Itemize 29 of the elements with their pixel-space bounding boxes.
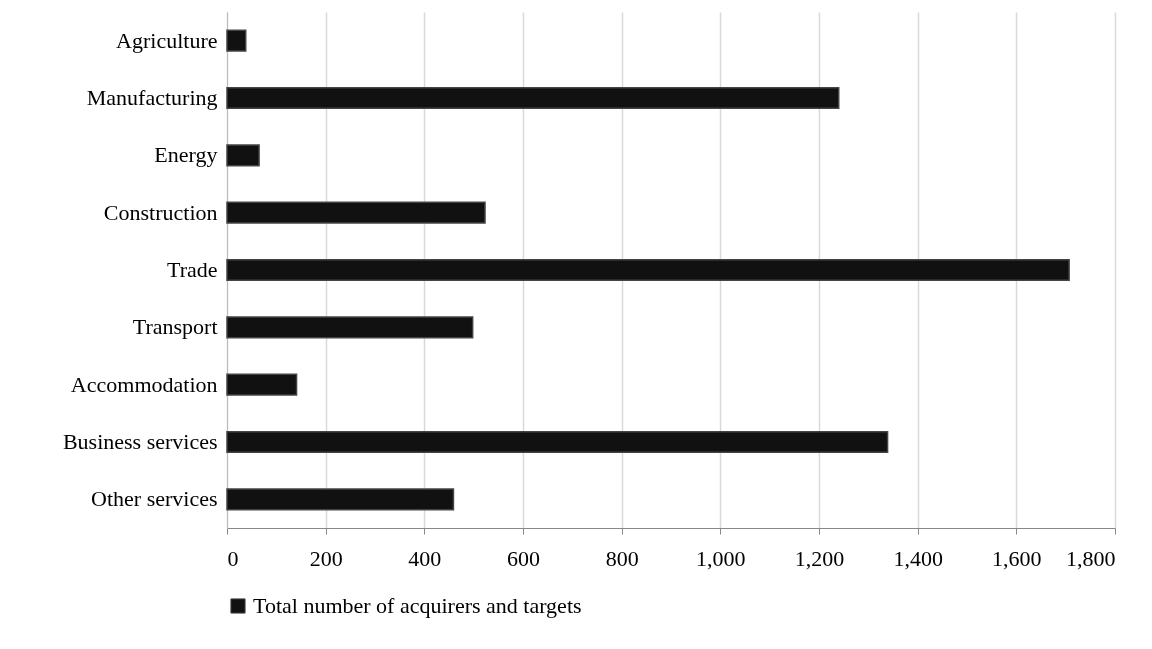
x-tick-label: 800 <box>605 545 639 571</box>
bar <box>226 86 840 110</box>
bar <box>226 29 247 52</box>
bar <box>226 144 260 167</box>
bar <box>226 201 486 224</box>
legend-label: Total number of acquirers and targets <box>253 593 582 618</box>
y-tick-label: Energy <box>154 142 218 168</box>
y-tick-label: Trade <box>166 257 218 282</box>
y-tick-label: Manufacturing <box>86 85 218 110</box>
y-tick-label: Construction <box>103 199 218 225</box>
bar <box>226 430 889 454</box>
bar <box>226 488 455 511</box>
y-tick-label: Agriculture <box>116 27 218 53</box>
x-tick-label: 0 <box>227 545 239 571</box>
bar <box>226 258 1070 282</box>
x-tick-label: 1,600 <box>992 545 1042 571</box>
x-tick-label: 400 <box>408 545 442 571</box>
y-tick-label: Other services <box>91 486 218 512</box>
bar <box>226 316 474 339</box>
x-tick-label: 1,800 <box>1066 545 1116 571</box>
bar <box>226 373 298 396</box>
x-tick-label: 1,400 <box>893 545 943 571</box>
y-tick-label: Accommodation <box>70 371 218 397</box>
x-tick-label: 600 <box>507 545 540 571</box>
x-tick-label: 1,200 <box>794 545 845 571</box>
x-tick-label: 200 <box>309 545 343 571</box>
x-tick-label: 1,000 <box>696 545 746 571</box>
y-tick-label: Transport <box>132 314 218 340</box>
y-tick-label: Business services <box>62 429 218 454</box>
